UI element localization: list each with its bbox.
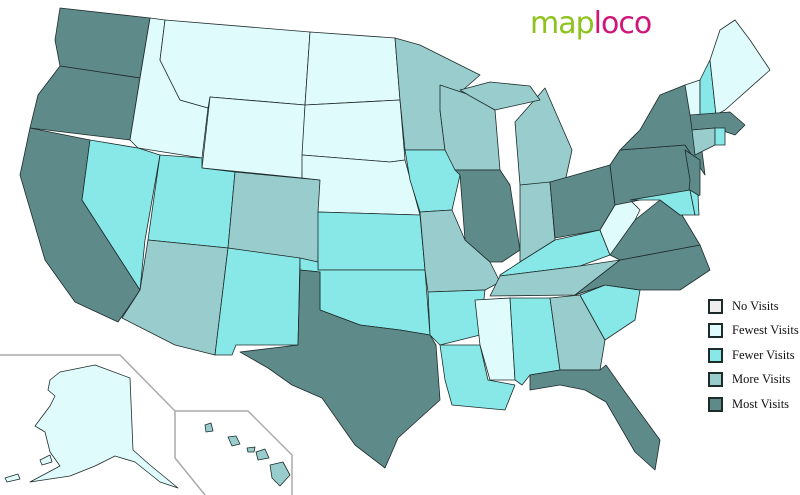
state-shape-wy[interactable] bbox=[201, 96, 306, 179]
state-co[interactable] bbox=[227, 171, 321, 263]
state-shape-nd[interactable] bbox=[304, 31, 401, 106]
state-va[interactable] bbox=[599, 199, 701, 261]
state-ms[interactable] bbox=[474, 297, 516, 381]
state-shape-mi[interactable] bbox=[459, 81, 541, 111]
state-shape-ct[interactable] bbox=[691, 127, 716, 156]
state-shape-fl[interactable] bbox=[529, 364, 661, 471]
state-il[interactable] bbox=[454, 169, 521, 263]
legend-swatch bbox=[708, 347, 723, 363]
legend: No Visits Fewest Visits Fewer Visits Mor… bbox=[708, 294, 799, 417]
legend-swatch bbox=[708, 323, 723, 339]
state-shape-sd[interactable] bbox=[301, 99, 406, 163]
state-shape-or[interactable] bbox=[29, 65, 141, 141]
state-shape-md[interactable] bbox=[629, 189, 696, 216]
state-md[interactable] bbox=[629, 189, 696, 216]
legend-item-fewest: Fewest Visits bbox=[708, 319, 799, 344]
state-de[interactable] bbox=[689, 189, 700, 216]
legend-swatch bbox=[708, 396, 723, 412]
state-shape-hi[interactable] bbox=[255, 448, 270, 461]
state-ct[interactable] bbox=[691, 127, 716, 156]
legend-swatch bbox=[708, 372, 723, 388]
state-shape-nm[interactable] bbox=[214, 247, 301, 356]
state-me[interactable] bbox=[709, 19, 771, 116]
state-ga[interactable] bbox=[549, 294, 606, 371]
state-ak[interactable] bbox=[4, 364, 179, 489]
state-shape-ak[interactable] bbox=[4, 473, 21, 483]
state-shape-me[interactable] bbox=[709, 19, 771, 116]
inset-borders bbox=[0, 354, 293, 495]
state-shape-ar[interactable] bbox=[427, 289, 486, 346]
state-shape-ri[interactable] bbox=[714, 127, 726, 146]
state-shape-hi[interactable] bbox=[227, 435, 241, 447]
state-sd[interactable] bbox=[301, 99, 406, 163]
state-mt[interactable] bbox=[159, 19, 311, 109]
state-shape-hi[interactable] bbox=[246, 446, 256, 453]
state-mi[interactable] bbox=[459, 81, 573, 186]
state-hi[interactable] bbox=[204, 422, 291, 487]
legend-swatch bbox=[708, 298, 723, 314]
state-shape-ks[interactable] bbox=[317, 211, 426, 271]
state-shape-hi[interactable] bbox=[204, 422, 214, 433]
legend-item-none: No Visits bbox=[708, 294, 799, 319]
legend-label: More Visits bbox=[732, 372, 791, 387]
state-nv[interactable] bbox=[81, 139, 161, 291]
state-shape-de[interactable] bbox=[689, 189, 700, 216]
hawaii-inset-border bbox=[175, 410, 293, 495]
legend-item-more: More Visits bbox=[708, 368, 799, 393]
legend-item-fewer: Fewer Visits bbox=[708, 343, 799, 368]
state-tx[interactable] bbox=[239, 269, 441, 469]
legend-label: Most Visits bbox=[732, 396, 790, 411]
state-ri[interactable] bbox=[714, 127, 726, 146]
state-shape-ga[interactable] bbox=[549, 294, 606, 371]
state-shape-ak[interactable] bbox=[29, 364, 179, 489]
maploco-logo: maploco bbox=[530, 6, 653, 41]
state-ar[interactable] bbox=[427, 289, 486, 346]
state-shape-il[interactable] bbox=[454, 169, 521, 263]
legend-label: Fewer Visits bbox=[732, 347, 795, 362]
state-nm[interactable] bbox=[214, 247, 301, 356]
legend-label: No Visits bbox=[732, 298, 779, 313]
legend-item-most: Most Visits bbox=[708, 392, 799, 417]
state-fl[interactable] bbox=[529, 364, 661, 471]
state-or[interactable] bbox=[29, 65, 141, 141]
logo-loco: loco bbox=[593, 6, 653, 41]
state-ne[interactable] bbox=[301, 154, 421, 216]
state-shape-va[interactable] bbox=[599, 199, 701, 261]
state-shape-mi[interactable] bbox=[514, 87, 573, 186]
state-shape-ms[interactable] bbox=[474, 297, 516, 381]
state-shape-nv[interactable] bbox=[81, 139, 161, 291]
state-shape-ne[interactable] bbox=[301, 154, 421, 216]
state-shape-hi[interactable] bbox=[269, 461, 291, 487]
state-nd[interactable] bbox=[304, 31, 401, 106]
legend-label: Fewest Visits bbox=[732, 323, 799, 338]
state-shape-tx[interactable] bbox=[239, 269, 441, 469]
state-shape-co[interactable] bbox=[227, 171, 321, 263]
state-shape-ak[interactable] bbox=[39, 454, 53, 466]
logo-map: map bbox=[530, 6, 595, 41]
state-ks[interactable] bbox=[317, 211, 426, 271]
state-wy[interactable] bbox=[201, 96, 306, 179]
state-shape-mt[interactable] bbox=[159, 19, 311, 109]
